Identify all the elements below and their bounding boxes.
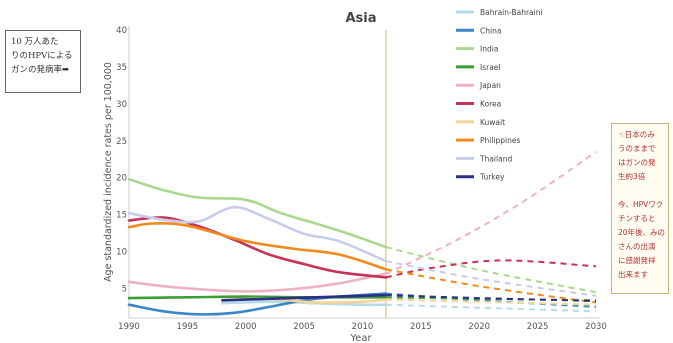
- legend-label: Bahrain-Bahraini: [480, 8, 543, 17]
- y-tick-label: 25: [116, 137, 127, 147]
- legend-label: Kuwait: [480, 118, 505, 127]
- y-axis-label: Age standardized incidence rates per 100…: [103, 62, 114, 282]
- x-tick-label: 2015: [410, 322, 432, 332]
- y-tick-label: 30: [116, 100, 127, 110]
- x-tick-label: 2005: [293, 322, 315, 332]
- legend-label: Philippines: [480, 136, 521, 145]
- x-tick-label: 2000: [235, 322, 257, 332]
- left-note-line-1: 10 万人あた: [11, 37, 59, 47]
- series-projection-thailand: [385, 260, 597, 297]
- series-projection-bahrain-bahraini: [385, 303, 597, 313]
- right-note-line-1: ☜日本のみ: [618, 130, 655, 139]
- legend-label: Korea: [480, 100, 501, 109]
- x-tick-label: 2025: [527, 322, 549, 332]
- series-line-india: [127, 177, 388, 249]
- x-tick-labels: 1990 1995 2000 2005 2010 2015 2020 2025 2030: [118, 322, 607, 332]
- legend-label: China: [480, 26, 501, 35]
- series-projection-japan: [385, 150, 597, 275]
- y-tick-label: 10: [116, 248, 127, 258]
- right-note-line-5: 今、HPVワク: [618, 200, 664, 209]
- series-projection-philippines: [385, 268, 597, 304]
- right-note-spacer: [618, 184, 665, 198]
- y-tick-label: 15: [116, 211, 127, 221]
- right-note-line-10: 出来ます: [618, 270, 648, 279]
- legend-label: Japan: [479, 81, 501, 90]
- series-line-japan: [127, 272, 388, 293]
- left-annotation-box: 10 万人あた りのHPVによる ガンの発病率➡: [5, 30, 81, 93]
- x-tick-label: 1990: [118, 322, 140, 332]
- y-tick-labels: 5 10 15 20 25 30 35 40: [116, 26, 127, 294]
- right-note-line-6: チンすると: [618, 214, 656, 223]
- series-projection-turkey: [385, 294, 597, 302]
- y-tick-label: 35: [116, 63, 127, 73]
- x-tick-label: 2030: [585, 322, 607, 332]
- legend-label: Israel: [480, 63, 501, 72]
- right-note-line-8: さんの出演: [618, 242, 656, 251]
- x-tick-label: 2020: [468, 322, 490, 332]
- x-axis-label: Year: [349, 333, 372, 343]
- left-note-line-3: ガンの発病率➡: [11, 65, 70, 75]
- right-note-line-2: うのままで: [618, 144, 656, 153]
- series-line-thailand: [127, 205, 388, 263]
- series-line-turkey: [221, 293, 388, 302]
- left-note-line-2: りのHPVによる: [11, 51, 73, 61]
- series-line-korea: [127, 216, 388, 279]
- y-tick-label: 40: [116, 26, 127, 36]
- series-lines: [127, 150, 597, 316]
- right-note-line-4: 生約3倍: [618, 172, 646, 181]
- y-tick-label: 20: [116, 174, 127, 184]
- x-tick-label: 2010: [352, 322, 374, 332]
- right-note-line-3: はガンの発: [618, 158, 656, 167]
- legend-label: India: [480, 45, 498, 54]
- axes: [128, 26, 600, 319]
- chart-title: Asia: [345, 11, 376, 26]
- legend-label: Turkey: [479, 173, 505, 182]
- series-projection-kuwait: [385, 298, 597, 306]
- right-note-line-7: 20年後、みの: [618, 228, 665, 237]
- series-projection-korea: [385, 259, 597, 279]
- right-annotation-box: ☜日本のみ うのままで はガンの発 生約3倍 今、HPVワク チンすると 20年…: [611, 123, 669, 294]
- y-tick-label: 5: [122, 284, 127, 294]
- legend-label: Thailand: [479, 154, 512, 163]
- legend: Bahrain-Bahraini China India Israel Japan Kor…: [456, 8, 543, 182]
- series-line-israel: [127, 295, 388, 300]
- series-projection-india: [385, 246, 597, 294]
- right-note-line-9: に感謝発祥: [618, 256, 656, 265]
- series-line-philippines: [127, 221, 388, 271]
- x-tick-label: 1995: [177, 322, 199, 332]
